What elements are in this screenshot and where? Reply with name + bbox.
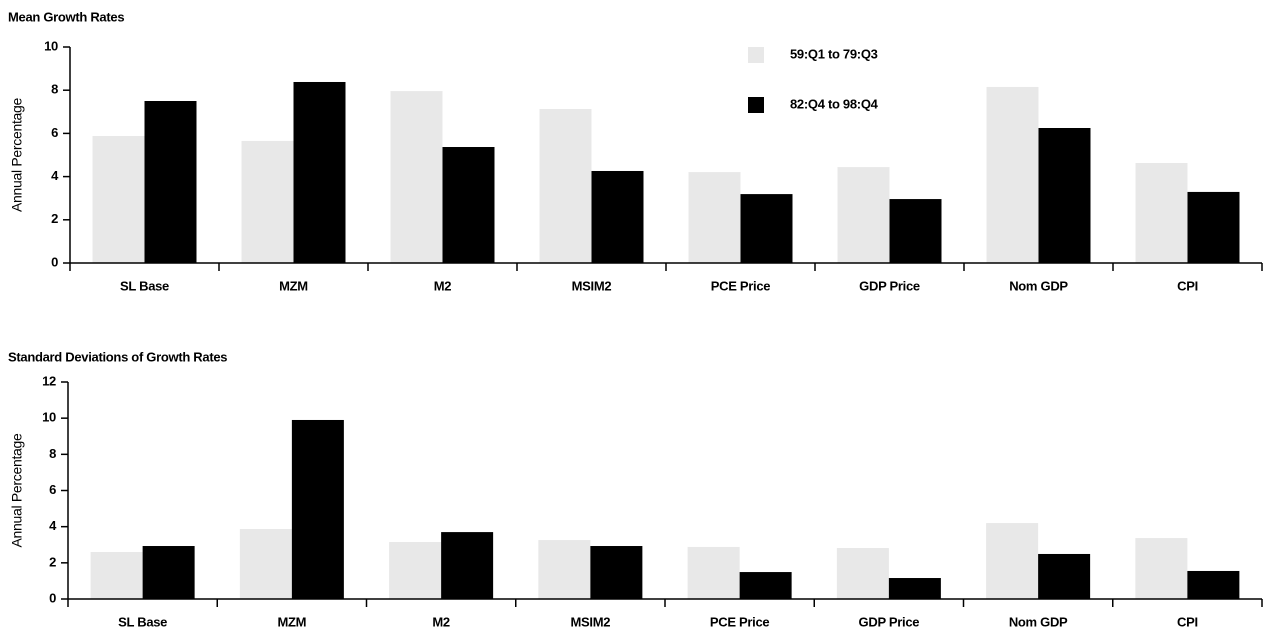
bar <box>1135 538 1188 599</box>
bar <box>142 546 195 599</box>
x-tick-label: PCE Price <box>710 614 770 629</box>
chart-title: Standard Deviations of Growth Rates <box>8 349 227 364</box>
x-tick-label: CPI <box>1177 614 1198 629</box>
y-tick-label: 8 <box>51 82 58 97</box>
chart-title: Mean Growth Rates <box>8 9 124 24</box>
bar <box>538 540 591 599</box>
legend-label: 59:Q1 to 79:Q3 <box>790 46 878 61</box>
bar <box>836 548 889 599</box>
bar <box>687 546 740 599</box>
bar <box>1135 162 1188 263</box>
y-tick-label: 2 <box>49 554 56 569</box>
x-tick-label: Nom GDP <box>1009 278 1068 293</box>
bar <box>90 551 143 599</box>
bar <box>688 172 741 263</box>
bar <box>1038 128 1091 263</box>
x-tick-label: CPI <box>1177 278 1198 293</box>
y-tick-label: 6 <box>51 125 58 140</box>
bar <box>739 572 792 599</box>
bar <box>293 81 346 263</box>
y-axis-label: Annual Percentage <box>9 433 25 548</box>
y-tick-label: 8 <box>49 446 56 461</box>
x-tick-label: MZM <box>279 278 308 293</box>
bar <box>1187 191 1240 263</box>
bar <box>291 419 344 599</box>
y-tick-label: 4 <box>51 168 59 183</box>
bar <box>1187 570 1240 599</box>
bar <box>837 167 890 263</box>
x-tick-label: GDP Price <box>859 614 920 629</box>
bar <box>241 140 294 263</box>
x-tick-label: MSIM2 <box>572 278 612 293</box>
bar <box>389 542 442 599</box>
bar <box>390 91 443 264</box>
y-tick-label: 6 <box>49 482 56 497</box>
x-tick-label: SL Base <box>118 614 167 629</box>
y-tick-label: 4 <box>49 518 57 533</box>
bar <box>539 108 592 263</box>
y-tick-label: 0 <box>49 590 56 605</box>
bar <box>590 546 643 599</box>
bar <box>92 135 145 263</box>
y-tick-label: 12 <box>42 373 56 388</box>
x-tick-label: M2 <box>434 278 452 293</box>
bar <box>144 101 197 263</box>
legend-label: 82:Q4 to 98:Q4 <box>790 96 879 111</box>
bar <box>888 578 941 599</box>
bar <box>441 532 494 599</box>
y-tick-label: 10 <box>44 38 58 53</box>
x-tick-label: MSIM2 <box>571 614 611 629</box>
y-tick-label: 10 <box>42 410 56 425</box>
x-tick-label: SL Base <box>120 278 169 293</box>
x-tick-label: GDP Price <box>859 278 920 293</box>
bar <box>889 199 942 263</box>
y-tick-label: 0 <box>51 254 58 269</box>
y-axis-label: Annual Percentage <box>9 97 25 212</box>
bar <box>239 529 292 599</box>
bar <box>986 86 1039 264</box>
x-tick-label: Nom GDP <box>1009 614 1068 629</box>
bar <box>740 194 793 263</box>
x-tick-label: M2 <box>432 614 450 629</box>
bar <box>986 523 1039 599</box>
legend-swatch <box>748 97 764 113</box>
y-tick-label: 2 <box>51 211 58 226</box>
bar <box>1038 553 1091 599</box>
bar <box>591 170 644 263</box>
x-tick-label: PCE Price <box>711 278 771 293</box>
bar <box>442 147 495 263</box>
x-tick-label: MZM <box>278 614 307 629</box>
legend-swatch <box>748 47 764 63</box>
